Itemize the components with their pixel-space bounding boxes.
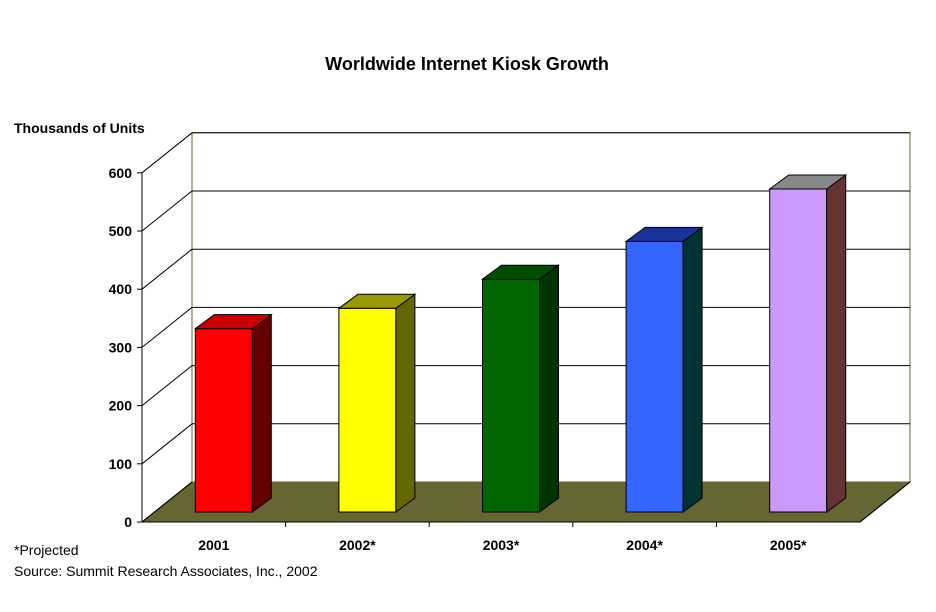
bar: [624, 226, 704, 513]
bar: [193, 313, 273, 513]
x-category-label: 2005*: [770, 537, 807, 553]
y-tick-label: 500: [109, 223, 133, 239]
x-category-label: 2003*: [483, 537, 520, 553]
x-category-label: 2002*: [339, 537, 376, 553]
bar: [337, 293, 417, 513]
projected-footnote: *Projected: [14, 542, 79, 558]
bar-front: [194, 328, 253, 513]
bars-layer: [193, 174, 848, 513]
bar-top: [337, 293, 417, 309]
y-axis-label: Thousands of Units: [14, 120, 145, 136]
labels-layer: 0 100 200 300 400 500 600 2001 2002* 2003* 2004* 20…: [109, 165, 807, 553]
gridline-side: [141, 132, 193, 174]
y-tick-label: 200: [109, 398, 133, 414]
gridline-side: [141, 365, 193, 406]
y-tick-label: 0: [124, 514, 132, 530]
bar-side: [826, 174, 847, 513]
y-tick-label: 300: [109, 339, 133, 355]
bar-top: [624, 226, 704, 242]
bar-side: [539, 264, 559, 513]
x-category-label: 2004*: [626, 537, 663, 553]
bar-front: [482, 278, 540, 513]
gridline-side: [141, 423, 193, 465]
y-tick-label: 600: [109, 165, 133, 181]
axis-layer: [137, 172, 911, 527]
bar-top: [768, 174, 848, 190]
bar-side: [682, 226, 703, 513]
bar-side: [251, 313, 272, 513]
source-footnote: Source: Summit Research Associates, Inc.…: [14, 563, 318, 579]
bar-front: [338, 307, 397, 513]
floor-edge: [859, 481, 911, 523]
gridline-side: [141, 481, 193, 523]
bar: [768, 174, 848, 513]
bar-front: [625, 240, 684, 513]
x-category-label: 2001: [198, 537, 229, 553]
bar-front: [769, 188, 828, 513]
gridline-side: [141, 190, 193, 232]
bar-side: [395, 293, 416, 513]
bar-top: [193, 314, 273, 330]
y-tick-label: 400: [109, 281, 133, 297]
bar: [480, 264, 561, 513]
gridline-side: [141, 248, 193, 290]
chart-title: Worldwide Internet Kiosk Growth: [325, 54, 609, 74]
y-tick-label: 100: [109, 456, 133, 472]
gridline-side: [141, 307, 193, 348]
bar-top: [480, 264, 561, 280]
